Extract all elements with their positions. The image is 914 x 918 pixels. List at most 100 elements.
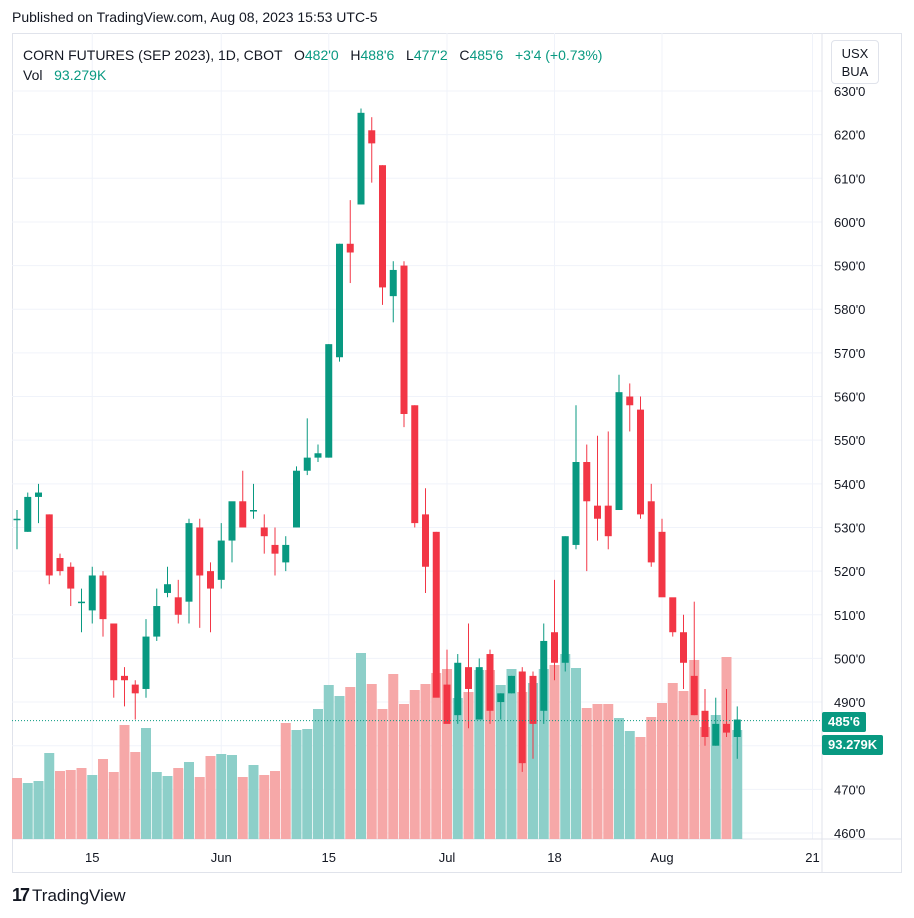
footer-brand[interactable]: 17 TradingView [12,885,126,906]
candle-body [615,392,623,511]
volume-bar [592,704,603,839]
candle-body [88,575,96,611]
volume-bar [151,772,162,839]
candle-body [207,571,214,589]
candle-body [24,496,32,532]
candle-body [185,523,193,602]
y-tick-label: 500'0 [834,651,865,666]
legend-ohlc-row: CORN FUTURES (SEP 2023), 1D, CBOT O482'0… [23,45,602,65]
x-tick-label: Jul [439,850,456,865]
volume-bar [538,669,549,839]
candle-body [637,409,644,515]
volume-bar [205,756,216,839]
candle-body [647,501,655,563]
volume-bar [12,778,22,839]
change-value: +3'4 (+0.73%) [514,47,603,63]
volume-bar [184,762,194,839]
y-tick-label: 630'0 [834,84,865,99]
candle-body [45,514,53,576]
candle-body [518,671,526,764]
candle-body [99,575,107,620]
y-tick-label: 460'0 [834,826,865,841]
volume-bar [732,730,743,839]
published-note: Published on TradingView.com, Aug 08, 20… [12,9,378,25]
x-tick-label: 21 [805,850,819,865]
last-volume-tag: 93.279K [822,735,884,755]
candle-body [271,544,279,554]
y-tick-label: 580'0 [834,302,865,317]
candle-body [712,723,720,746]
y-tick-label: 600'0 [834,215,865,230]
volume-bar [689,660,700,839]
volume-bar [485,670,495,839]
candle-body [78,601,85,604]
volume-bar [528,683,538,839]
volume-bar [65,770,76,839]
volume-bar [710,715,721,839]
candle-body [604,505,612,537]
volume-bar [667,683,678,839]
volume-value: 93.279K [54,67,107,83]
volume-bar [259,775,270,839]
open-label: O [294,47,305,63]
volume-bar [506,669,517,839]
volume-bar [291,730,302,839]
candle-body [325,344,333,458]
volume-bar [194,777,205,839]
volume-bar [366,684,377,839]
candle-body [733,719,741,737]
y-tick-label: 540'0 [834,477,865,492]
close-value: 485'6 [469,47,504,63]
candle-body [680,632,687,663]
volume-bar [431,673,442,839]
y-tick-label: 560'0 [834,390,865,405]
candle-body [540,640,548,711]
candle-body [658,531,666,598]
volume-bar [270,771,280,839]
candle-body [389,269,397,297]
candle-body [228,501,236,541]
candlestick-chart[interactable]: 460'0470'0480'0490'0500'0510'0520'0530'0… [12,33,902,873]
candle-body [142,636,150,689]
volume-bar [302,729,313,839]
chart-frame [12,33,902,873]
volume-bar [571,668,581,839]
volume-bar [657,703,667,839]
x-tick-label: 15 [85,850,99,865]
candle-body [669,597,677,633]
x-tick-label: Aug [650,850,673,865]
candle-body [432,531,440,698]
volume-bar [141,728,151,839]
volume-bar [216,754,227,839]
candle-body [303,457,311,471]
candle-body [723,723,730,733]
candle-body [282,544,290,563]
candle-body [465,667,472,689]
candle-body [583,462,591,502]
candle-body [35,492,42,497]
candle-body [475,667,483,720]
volume-bar [356,653,366,839]
volume-bar [130,752,141,839]
volume-bar [409,690,420,839]
volume-bar [442,669,452,839]
volume-bar [646,717,657,839]
volume-bar [624,731,635,839]
candle-body [110,623,118,681]
candle-body [443,684,451,724]
candle-body [346,243,354,253]
y-tick-label: 490'0 [834,695,865,710]
x-tick-label: 15 [322,850,336,865]
volume-bar [420,684,431,839]
currency-unit-button[interactable]: USX BUA [831,40,879,84]
volume-bar [87,775,98,839]
volume-bar [323,685,334,839]
high-value: 488'6 [360,47,395,63]
brand-name: TradingView [32,885,126,905]
volume-bar [474,670,485,839]
y-tick-label: 570'0 [834,346,865,361]
volume-bar [248,765,259,839]
volume-bar [614,718,624,839]
volume-bar [399,704,409,839]
legend-volume-row: Vol 93.279K [23,65,602,85]
